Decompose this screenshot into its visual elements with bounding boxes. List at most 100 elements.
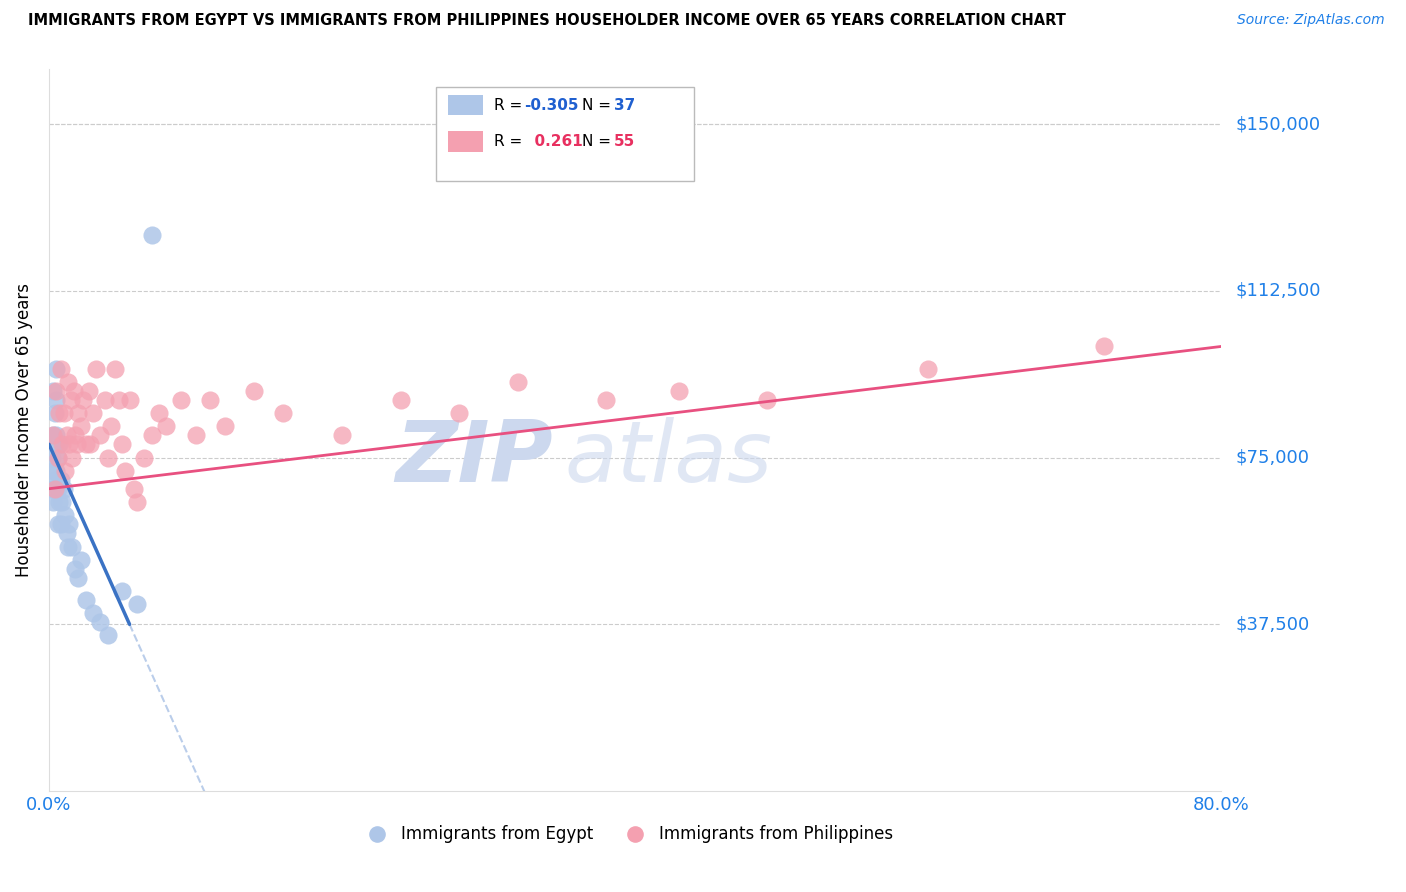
Point — [42, 464, 65, 478]
Point — [449, 406, 471, 420]
Point — [184, 428, 207, 442]
Point — [93, 392, 115, 407]
Point — [48, 437, 70, 451]
Point — [273, 406, 295, 420]
Point — [67, 406, 90, 420]
Point — [668, 384, 690, 398]
Point — [46, 450, 69, 465]
Point — [62, 450, 84, 465]
Point — [243, 384, 266, 398]
Point — [79, 437, 101, 451]
Point — [111, 584, 134, 599]
Point — [756, 392, 779, 407]
FancyBboxPatch shape — [436, 87, 693, 180]
Text: $150,000: $150,000 — [1236, 115, 1320, 133]
Point — [330, 428, 353, 442]
Text: R =: R = — [495, 98, 527, 113]
Point — [141, 428, 163, 442]
Text: $112,500: $112,500 — [1236, 282, 1320, 300]
Point — [44, 437, 66, 451]
Point — [42, 495, 65, 509]
Point — [506, 375, 529, 389]
Text: $75,000: $75,000 — [1236, 449, 1309, 467]
FancyBboxPatch shape — [447, 95, 482, 115]
Text: ZIP: ZIP — [395, 417, 553, 500]
Point — [52, 406, 75, 420]
Point — [66, 437, 89, 451]
Point — [70, 553, 93, 567]
Point — [48, 495, 70, 509]
Point — [155, 419, 177, 434]
Point — [52, 482, 75, 496]
Text: atlas: atlas — [565, 417, 773, 500]
Point — [100, 419, 122, 434]
Point — [148, 406, 170, 420]
Text: Source: ZipAtlas.com: Source: ZipAtlas.com — [1237, 13, 1385, 28]
Point — [118, 392, 141, 407]
Point — [125, 598, 148, 612]
Point — [42, 428, 65, 442]
Point — [59, 392, 82, 407]
Point — [84, 361, 107, 376]
Point — [214, 419, 236, 434]
Text: N =: N = — [582, 98, 616, 113]
Point — [917, 361, 939, 376]
Point — [89, 615, 111, 629]
Point — [125, 495, 148, 509]
Text: R =: R = — [495, 134, 527, 149]
Text: -0.305: -0.305 — [524, 98, 578, 113]
Point — [48, 406, 70, 420]
Point — [55, 428, 77, 442]
Point — [170, 392, 193, 407]
Point — [595, 392, 617, 407]
Point — [51, 437, 73, 451]
Point — [449, 784, 471, 798]
Point — [51, 495, 73, 509]
Point — [44, 482, 66, 496]
Point — [44, 406, 66, 420]
Point — [70, 419, 93, 434]
Text: 0.261: 0.261 — [524, 134, 582, 149]
Point — [49, 517, 72, 532]
Point — [77, 384, 100, 398]
Point — [55, 526, 77, 541]
Point — [134, 450, 156, 465]
Point — [75, 593, 97, 607]
Point — [104, 361, 127, 376]
Point — [53, 464, 76, 478]
Point — [45, 361, 67, 376]
Point — [63, 384, 86, 398]
Point — [41, 482, 63, 496]
Point — [770, 784, 793, 798]
Point — [82, 406, 104, 420]
Point — [45, 392, 67, 407]
Point — [97, 450, 120, 465]
Point — [58, 517, 80, 532]
Point — [108, 392, 131, 407]
Point — [1092, 339, 1115, 353]
Point — [58, 437, 80, 451]
Point — [49, 473, 72, 487]
Point — [56, 375, 79, 389]
Point — [97, 628, 120, 642]
Point — [111, 437, 134, 451]
Point — [45, 384, 67, 398]
Point — [53, 508, 76, 523]
Point — [41, 450, 63, 465]
Point — [389, 392, 412, 407]
Point — [122, 482, 145, 496]
Text: IMMIGRANTS FROM EGYPT VS IMMIGRANTS FROM PHILIPPINES HOUSEHOLDER INCOME OVER 65 : IMMIGRANTS FROM EGYPT VS IMMIGRANTS FROM… — [28, 13, 1066, 29]
Point — [65, 428, 87, 442]
Point — [82, 606, 104, 620]
Point — [65, 562, 87, 576]
Point — [56, 540, 79, 554]
Point — [46, 482, 69, 496]
Point — [45, 428, 67, 442]
Point — [42, 428, 65, 442]
Point — [45, 464, 67, 478]
Text: 37: 37 — [614, 98, 636, 113]
Point — [49, 361, 72, 376]
Text: 55: 55 — [614, 134, 636, 149]
Point — [72, 392, 94, 407]
Point — [62, 540, 84, 554]
